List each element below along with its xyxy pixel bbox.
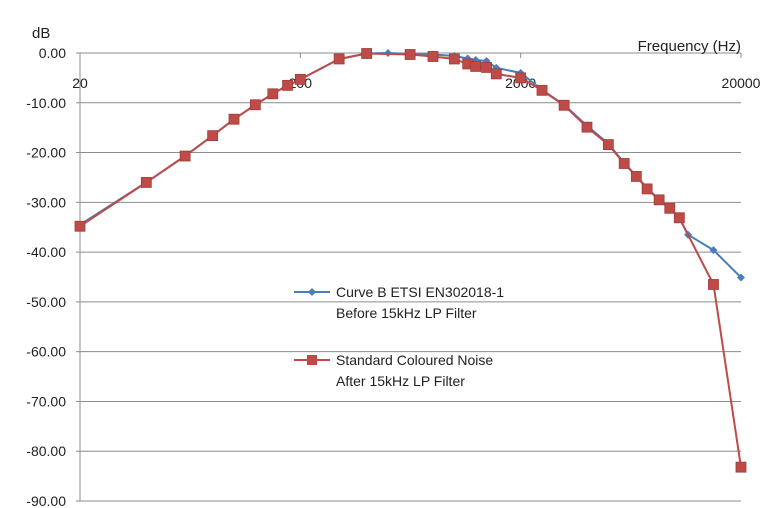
- data-point: [581, 121, 593, 133]
- data-point: [207, 130, 219, 142]
- y-tick-label: -60.00: [26, 344, 66, 360]
- legend-label: Curve B ETSI EN302018-1: [336, 284, 504, 300]
- data-point: [482, 56, 491, 65]
- series-layer: [74, 48, 747, 473]
- data-point: [708, 279, 719, 290]
- series-2: [74, 48, 747, 473]
- data-point: [74, 220, 86, 232]
- data-point: [653, 194, 665, 206]
- data-point: [448, 53, 460, 65]
- data-point: [267, 88, 279, 100]
- data-point: [481, 62, 492, 73]
- data-point: [427, 51, 439, 62]
- data-point: [140, 177, 152, 188]
- data-point: [536, 84, 548, 96]
- y-tick-label: -70.00: [26, 393, 66, 409]
- data-point: [618, 158, 630, 169]
- data-point: [361, 48, 373, 59]
- data-point: [282, 79, 293, 91]
- y-tick-label: 0.00: [39, 45, 66, 61]
- legend-item: Curve B ETSI EN302018-1 Before 15kHz LP F…: [294, 284, 504, 321]
- data-point: [641, 183, 653, 195]
- data-point: [709, 246, 718, 255]
- legend-label: Before 15kHz LP Filter: [336, 305, 477, 321]
- data-point: [737, 273, 745, 282]
- data-point: [630, 171, 642, 182]
- legend-item: Standard Coloured Noise After 15kHz LP Fi…: [294, 352, 493, 389]
- data-point: [294, 73, 306, 85]
- y-tick-label: -40.00: [26, 244, 66, 260]
- x-tick-label: 20: [72, 75, 88, 91]
- data-point: [333, 53, 345, 65]
- legend-label: Standard Coloured Noise: [336, 352, 493, 368]
- data-point: [228, 113, 240, 125]
- legend-marker: [307, 355, 317, 365]
- y-tick-label: -50.00: [26, 294, 66, 310]
- data-point: [179, 150, 191, 162]
- legend-label: After 15kHz LP Filter: [336, 373, 465, 389]
- legend: Curve B ETSI EN302018-1 Before 15kHz LP F…: [294, 284, 504, 389]
- y-tick-label: -10.00: [26, 95, 66, 111]
- y-axis-label: dB: [32, 25, 50, 42]
- data-point: [673, 212, 685, 224]
- y-tick-label: -30.00: [26, 194, 66, 210]
- data-point: [404, 49, 416, 60]
- data-point: [602, 139, 614, 150]
- y-tick-label: -90.00: [26, 493, 66, 508]
- data-point: [490, 68, 502, 80]
- data-point: [470, 61, 482, 72]
- data-point: [558, 99, 570, 111]
- y-tick-label: -20.00: [26, 145, 66, 161]
- y-tick-label: -80.00: [26, 443, 66, 459]
- data-point: [249, 99, 261, 111]
- x-axis-label: Frequency (Hz): [638, 38, 741, 55]
- data-point: [664, 202, 676, 214]
- data-point: [735, 461, 747, 473]
- data-point: [515, 72, 527, 84]
- x-tick-label: 20000: [722, 75, 761, 91]
- y-tick-labels: 0.00 -10.00 -20.00 -30.00 -40.00 -50.00 -60.00…: [26, 45, 66, 508]
- legend-marker: [308, 288, 316, 296]
